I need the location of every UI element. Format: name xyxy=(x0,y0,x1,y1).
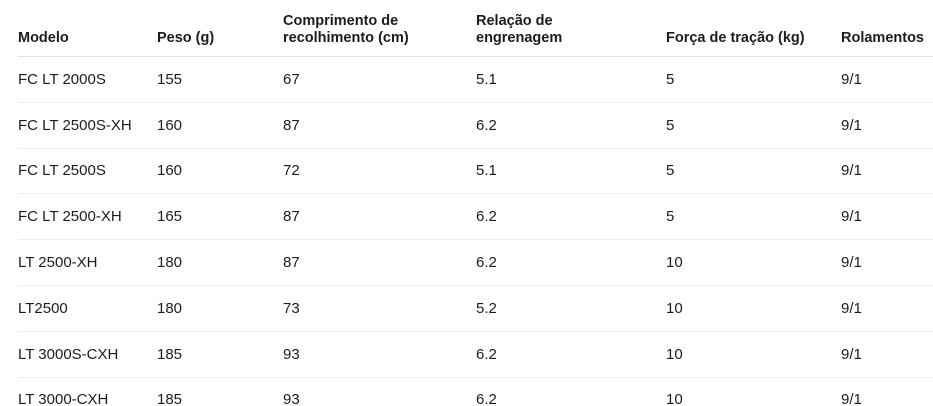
cell-rolamentos: 9/1 xyxy=(841,285,933,332)
cell-relacao: 5.2 xyxy=(476,285,666,332)
cell-relacao: 6.2 xyxy=(476,331,666,378)
cell-peso: 185 xyxy=(157,331,283,378)
table-row: FC LT 2500-XH 165 87 6.2 5 9/1 xyxy=(18,193,933,241)
table-row: FC LT 2500S-XH 160 87 6.2 5 9/1 xyxy=(18,102,933,149)
cell-relacao: 6.2 xyxy=(476,239,666,286)
cell-peso: 185 xyxy=(157,391,183,406)
cell-forca: 10 xyxy=(666,391,683,406)
cell-forca: 10 xyxy=(666,239,841,286)
cell-comprimento: 93 xyxy=(283,331,476,378)
cell-relacao: 5.1 xyxy=(476,148,666,195)
table-row: LT2500 180 73 5.2 10 9/1 xyxy=(18,285,933,332)
cell-relacao: 6.2 xyxy=(476,193,666,241)
cell-comprimento: 87 xyxy=(283,193,476,241)
cell-peso: 160 xyxy=(157,148,283,195)
column-header-rolamentos: Rolamentos xyxy=(841,0,933,57)
cell-rolamentos: 9/1 xyxy=(841,239,933,286)
column-header-relacao: Relação de engrenagem xyxy=(476,0,666,57)
column-header-label: Força de tração (kg) xyxy=(666,30,805,46)
spec-table: Modelo Peso (g) Comprimento de recolhiment… xyxy=(18,0,933,406)
cell-peso: 155 xyxy=(157,56,283,103)
cell-comprimento: 67 xyxy=(283,56,476,103)
cell-forca: 10 xyxy=(666,331,841,378)
column-header-forca: Força de tração (kg) xyxy=(666,0,841,57)
cell-comprimento: 87 xyxy=(283,239,476,286)
cell-forca: 5 xyxy=(666,193,841,241)
header-row: Modelo Peso (g) Comprimento de recolhiment… xyxy=(18,0,933,57)
cell-peso: 180 xyxy=(157,285,283,332)
table-row: FC LT 2000S 155 67 5.1 5 9/1 xyxy=(18,56,933,103)
cell-peso: 180 xyxy=(157,239,283,286)
column-header-label: Comprimento de recolhimento (cm) xyxy=(283,13,409,46)
cell-peso: 165 xyxy=(157,193,283,241)
cell-comprimento: 73 xyxy=(283,285,476,332)
table-row: FC LT 2500S 160 72 5.1 5 9/1 xyxy=(18,148,933,195)
cell-relacao: 6.2 xyxy=(476,102,666,149)
cell-forca: 5 xyxy=(666,148,841,195)
cell-modelo: LT 3000S-CXH xyxy=(18,331,157,378)
cell-modelo: LT2500 xyxy=(18,285,157,332)
cell-peso: 160 xyxy=(157,102,283,149)
cell-relacao: 6.2 xyxy=(476,391,497,406)
cell-forca: 5 xyxy=(666,102,841,149)
cell-modelo: FC LT 2500S xyxy=(18,148,157,195)
column-header-comprimento: Comprimento de recolhimento (cm) xyxy=(283,0,476,57)
cell-rolamentos: 9/1 xyxy=(841,148,933,195)
column-header-modelo: Modelo xyxy=(18,0,157,57)
cell-comprimento: 87 xyxy=(283,102,476,149)
cell-modelo: LT 3000-CXH xyxy=(18,391,109,406)
column-header-label: Relação de engrenagem xyxy=(476,13,563,46)
cell-rolamentos: 9/1 xyxy=(841,331,933,378)
cell-modelo: FC LT 2500-XH xyxy=(18,193,157,241)
cell-forca: 10 xyxy=(666,285,841,332)
cell-rolamentos: 9/1 xyxy=(841,56,933,103)
column-header-label: Rolamentos xyxy=(841,30,924,46)
cell-rolamentos: 9/1 xyxy=(841,391,862,406)
column-header-peso: Peso (g) xyxy=(157,0,283,57)
cell-modelo: FC LT 2000S xyxy=(18,56,157,103)
table-row: LT 3000S-CXH 185 93 6.2 10 9/1 xyxy=(18,331,933,378)
table-row: LT 3000-CXH 185 93 6.2 10 9/1 xyxy=(18,377,933,406)
cell-relacao: 5.1 xyxy=(476,56,666,103)
cell-modelo: LT 2500-XH xyxy=(18,239,157,286)
cell-modelo: FC LT 2500S-XH xyxy=(18,102,157,149)
column-header-label: Peso (g) xyxy=(157,30,215,46)
cell-forca: 5 xyxy=(666,56,841,103)
table-body: FC LT 2000S 155 67 5.1 5 9/1 FC LT 2500S-XH 160… xyxy=(18,56,933,406)
cell-rolamentos: 9/1 xyxy=(841,193,933,241)
cell-comprimento: 72 xyxy=(283,148,476,195)
column-header-label: Modelo xyxy=(18,30,69,46)
cell-rolamentos: 9/1 xyxy=(841,102,933,149)
table-header: Modelo Peso (g) Comprimento de recolhiment… xyxy=(18,0,933,57)
cell-comprimento: 93 xyxy=(283,391,300,406)
table-row: LT 2500-XH 180 87 6.2 10 9/1 xyxy=(18,239,933,286)
